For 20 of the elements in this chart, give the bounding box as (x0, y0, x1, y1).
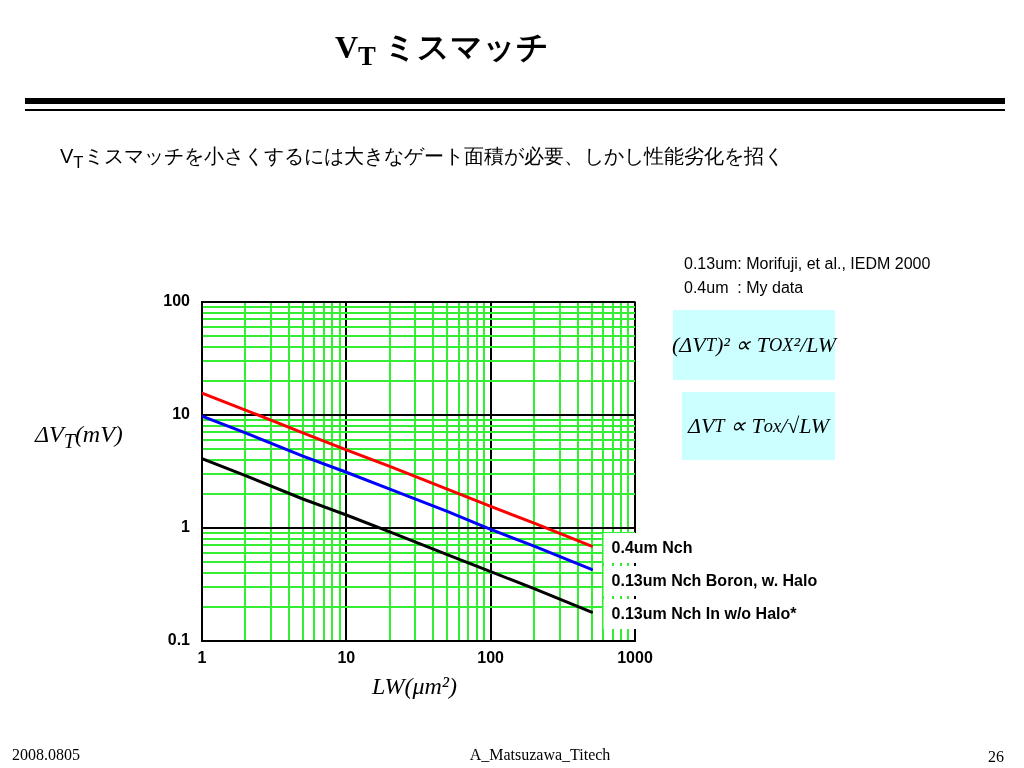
series-label: 0.4um Nch (611, 538, 693, 556)
x-tick-label: 10 (337, 649, 356, 667)
y-tick-label: 0.1 (167, 631, 191, 649)
series-label: 0.13um Nch In w/o Halo* (611, 604, 798, 622)
y-axis-title: ΔV$_{T}$(mV) (35, 421, 123, 453)
x-tick-label: 100 (477, 649, 505, 667)
x-tick-label: 1000 (617, 649, 653, 667)
text: 26 (987, 748, 1004, 766)
y-tick-label: 10 (172, 405, 191, 423)
series-label: 0.13um Nch Boron, w. Halo (611, 571, 818, 589)
text: A_Matsuzawa_Titech (468, 746, 612, 764)
chart-title: V$_{T}$ ミスマッチ (335, 28, 549, 73)
y-tick-label: 1 (181, 518, 191, 536)
x-axis-title: LW(μm²) (372, 673, 458, 700)
y-tick-label: 100 (163, 292, 191, 310)
chart-subtitle: V$_{T}$ミスマッチを小さくするには大きなゲート面積が必要、しかし性能劣化を招く (60, 144, 784, 173)
x-tick-label: 1 (197, 649, 207, 667)
text: 2008.0805 (12, 746, 80, 764)
text: 0.13um: Morifuji, et al., IEDM 2000 (684, 255, 931, 273)
text: 0.4um : My data (684, 279, 804, 297)
